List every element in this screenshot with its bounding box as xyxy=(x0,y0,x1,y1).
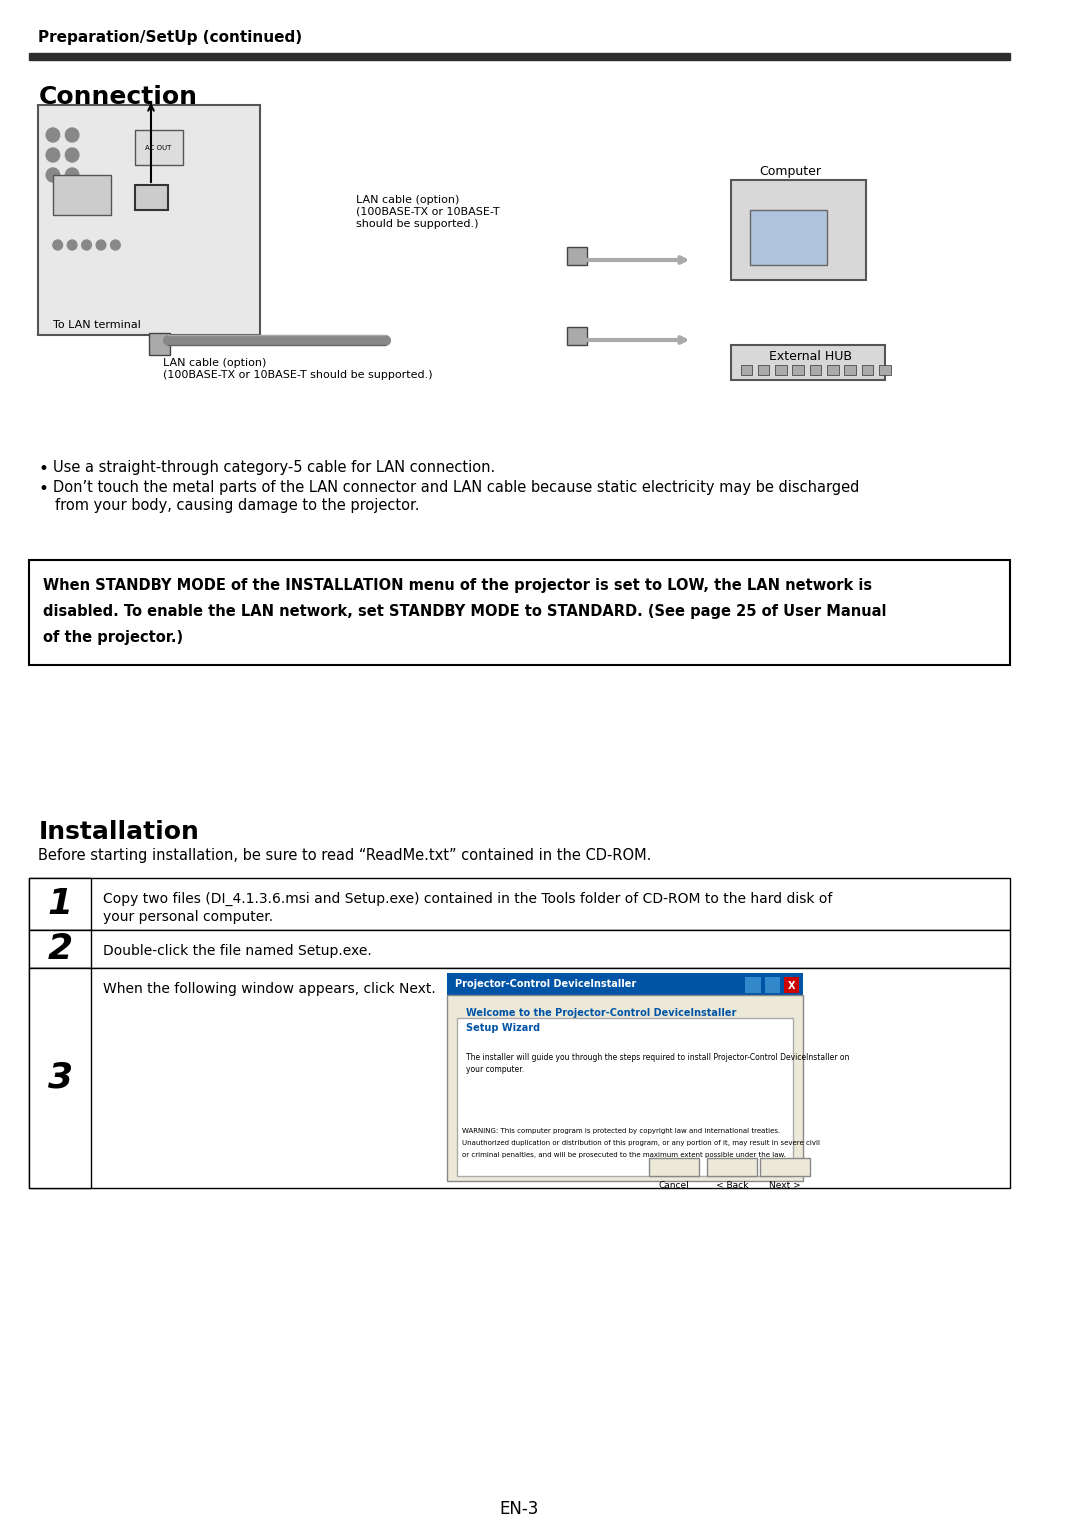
Text: Unauthorized duplication or distribution of this program, or any portion of it, : Unauthorized duplication or distribution… xyxy=(461,1141,820,1145)
Bar xyxy=(53,176,110,215)
Text: Cancel: Cancel xyxy=(659,1180,689,1190)
Bar xyxy=(862,365,874,376)
Bar xyxy=(758,365,769,376)
Circle shape xyxy=(96,240,106,250)
Text: •: • xyxy=(39,460,49,478)
Bar xyxy=(29,930,92,968)
Bar xyxy=(567,327,586,345)
Bar xyxy=(731,345,885,380)
Text: When the following window appears, click Next.: When the following window appears, click… xyxy=(103,982,435,996)
Bar xyxy=(649,1157,699,1176)
Text: Double-click the file named Setup.exe.: Double-click the file named Setup.exe. xyxy=(103,944,372,957)
Circle shape xyxy=(46,148,59,162)
Text: 1: 1 xyxy=(48,887,72,921)
Text: •: • xyxy=(39,479,49,498)
Bar xyxy=(29,968,1010,1188)
Text: Before starting installation, be sure to read “ReadMe.txt” contained in the CD-R: Before starting installation, be sure to… xyxy=(39,847,652,863)
Text: (100BASE-TX or 10BASE-T should be supported.): (100BASE-TX or 10BASE-T should be suppor… xyxy=(163,370,433,380)
Bar xyxy=(759,1157,810,1176)
Text: your personal computer.: your personal computer. xyxy=(103,910,273,924)
Bar xyxy=(793,365,804,376)
Text: (100BASE-TX or 10BASE-T: (100BASE-TX or 10BASE-T xyxy=(355,208,499,217)
Bar xyxy=(29,560,1010,664)
Text: of the projector.): of the projector.) xyxy=(43,631,184,644)
Bar xyxy=(457,1019,794,1176)
Text: Welcome to the Projector-Control DeviceInstaller: Welcome to the Projector-Control DeviceI… xyxy=(467,1008,737,1019)
Bar xyxy=(751,211,827,266)
Bar xyxy=(810,365,821,376)
Text: 2: 2 xyxy=(48,931,72,967)
Text: Copy two files (DI_4.1.3.6.msi and Setup.exe) contained in the Tools folder of C: Copy two files (DI_4.1.3.6.msi and Setup… xyxy=(103,892,833,906)
Text: LAN cable (option): LAN cable (option) xyxy=(355,195,459,205)
Text: your computer.: your computer. xyxy=(467,1064,525,1073)
Bar xyxy=(879,365,891,376)
Bar xyxy=(706,1157,757,1176)
Bar xyxy=(39,105,259,334)
Bar xyxy=(135,185,168,211)
Circle shape xyxy=(82,240,92,250)
Text: Preparation/SetUp (continued): Preparation/SetUp (continued) xyxy=(39,31,302,44)
Circle shape xyxy=(66,128,79,142)
Circle shape xyxy=(66,148,79,162)
Text: LAN cable (option): LAN cable (option) xyxy=(163,357,267,368)
Bar xyxy=(827,365,838,376)
Circle shape xyxy=(66,168,79,182)
Text: X: X xyxy=(787,980,795,991)
Text: The installer will guide you through the steps required to install Projector-Con: The installer will guide you through the… xyxy=(467,1054,850,1061)
Text: Installation: Installation xyxy=(39,820,200,844)
Text: Computer: Computer xyxy=(759,165,822,179)
Circle shape xyxy=(46,128,59,142)
Text: WARNING: This computer program is protected by copyright law and international t: WARNING: This computer program is protec… xyxy=(461,1128,780,1135)
Text: from your body, causing damage to the projector.: from your body, causing damage to the pr… xyxy=(55,498,419,513)
Text: When STANDBY MODE of the INSTALLATION menu of the projector is set to LOW, the L: When STANDBY MODE of the INSTALLATION me… xyxy=(43,579,873,592)
Bar xyxy=(29,968,92,1188)
Bar xyxy=(29,930,1010,968)
Text: < Back: < Back xyxy=(716,1180,748,1190)
Circle shape xyxy=(67,240,77,250)
Bar xyxy=(29,878,92,930)
Bar xyxy=(447,973,804,996)
Text: Connection: Connection xyxy=(39,86,198,108)
Text: EN-3: EN-3 xyxy=(500,1500,539,1518)
Text: disabled. To enable the LAN network, set STANDBY MODE to STANDARD. (See page 25 : disabled. To enable the LAN network, set… xyxy=(43,605,887,618)
Text: External HUB: External HUB xyxy=(769,350,852,363)
Text: Setup Wizard: Setup Wizard xyxy=(467,1023,541,1032)
Bar xyxy=(149,333,171,354)
Text: should be supported.): should be supported.) xyxy=(355,218,478,229)
Circle shape xyxy=(110,240,120,250)
Circle shape xyxy=(53,240,63,250)
Bar xyxy=(29,53,1010,60)
Bar xyxy=(447,996,804,1180)
Text: To LAN terminal: To LAN terminal xyxy=(53,321,140,330)
Text: Use a straight-through category-5 cable for LAN connection.: Use a straight-through category-5 cable … xyxy=(53,460,495,475)
Bar xyxy=(29,878,1010,930)
Bar xyxy=(567,247,586,266)
Bar xyxy=(741,365,752,376)
Text: Projector-Control DeviceInstaller: Projector-Control DeviceInstaller xyxy=(455,979,636,989)
Bar xyxy=(775,365,786,376)
Text: AC OUT: AC OUT xyxy=(146,145,172,151)
Circle shape xyxy=(46,168,59,182)
Bar xyxy=(135,130,183,165)
Bar xyxy=(784,977,799,993)
Text: 3: 3 xyxy=(48,1061,72,1095)
Bar xyxy=(845,365,856,376)
Bar xyxy=(731,180,865,279)
Bar xyxy=(745,977,760,993)
Bar xyxy=(765,977,780,993)
Text: Don’t touch the metal parts of the LAN connector and LAN cable because static el: Don’t touch the metal parts of the LAN c… xyxy=(53,479,860,495)
Text: or criminal penalties, and will be prosecuted to the maximum extent possible und: or criminal penalties, and will be prose… xyxy=(461,1151,785,1157)
Text: Next >: Next > xyxy=(769,1180,800,1190)
